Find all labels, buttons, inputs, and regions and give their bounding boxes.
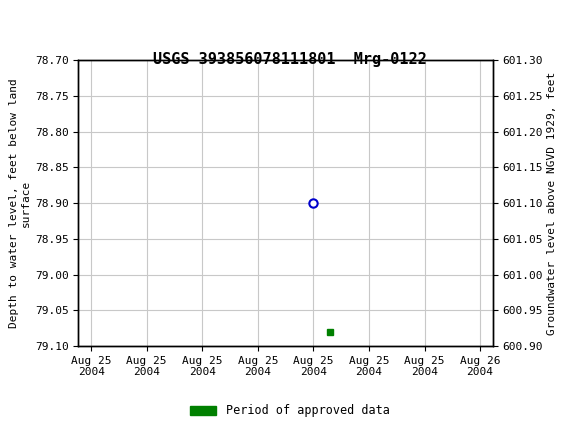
Y-axis label: Depth to water level, feet below land
surface: Depth to water level, feet below land su… [9,78,31,328]
Legend: Period of approved data: Period of approved data [186,399,394,422]
Text: USGS 393856078111801  Mrg-0122: USGS 393856078111801 Mrg-0122 [153,52,427,68]
Y-axis label: Groundwater level above NGVD 1929, feet: Groundwater level above NGVD 1929, feet [548,71,557,335]
Text: USGS: USGS [46,9,97,27]
